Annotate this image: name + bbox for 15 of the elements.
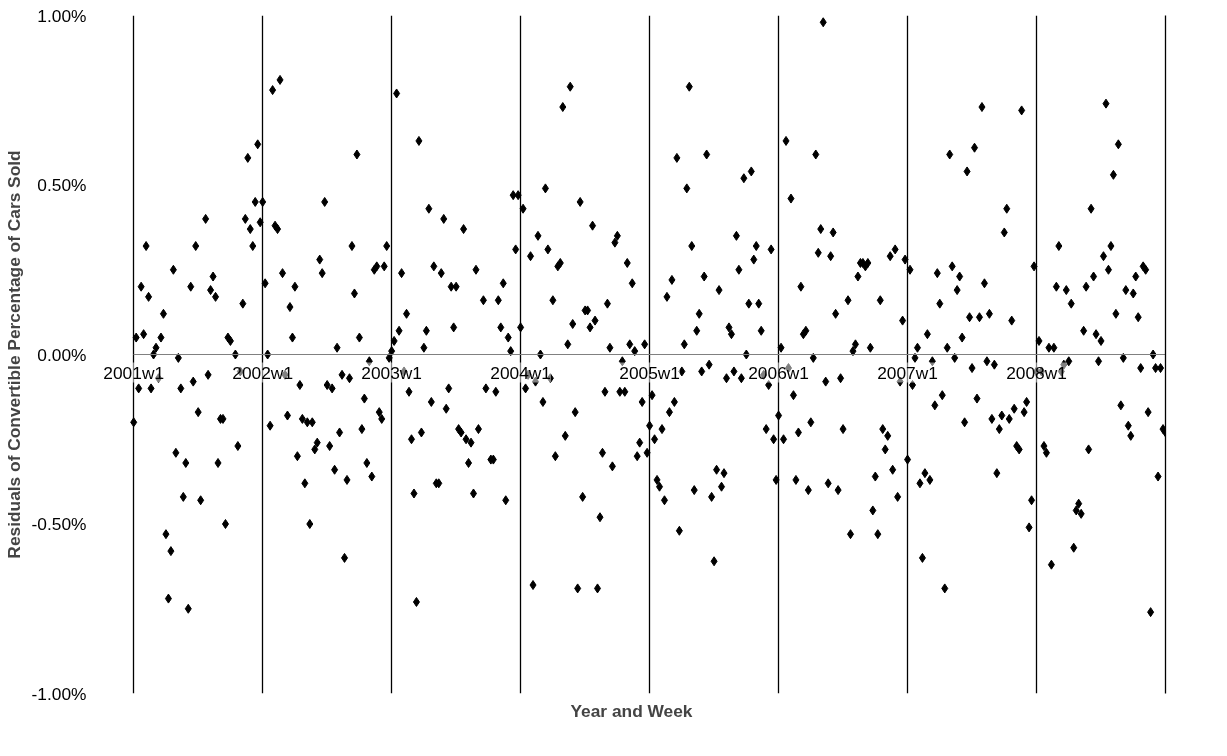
x-axis-title: Year and Week xyxy=(570,700,693,721)
x-tick-label: 2002w1 xyxy=(232,362,294,383)
y-tick-label: 0.00% xyxy=(37,344,87,365)
y-tick-label: 1.00% xyxy=(37,5,87,26)
x-tick-label: 2008w1 xyxy=(1006,362,1067,383)
x-tick-label: 2006w1 xyxy=(748,362,809,383)
y-tick-label: -1.00% xyxy=(31,683,87,704)
x-tick-label: 2005w1 xyxy=(619,362,680,383)
y-axis-title: Residuals of Convertible Percentage of Cars Sold xyxy=(3,150,24,559)
x-tick-label: 2003w1 xyxy=(361,362,422,383)
x-tick-label: 2001w1 xyxy=(103,362,165,383)
y-tick-label: 0.50% xyxy=(37,175,87,195)
y-tick-label: -0.50% xyxy=(31,514,87,534)
x-tick-label: 2004w1 xyxy=(490,362,551,383)
x-tick-label: 2007w1 xyxy=(877,362,938,383)
